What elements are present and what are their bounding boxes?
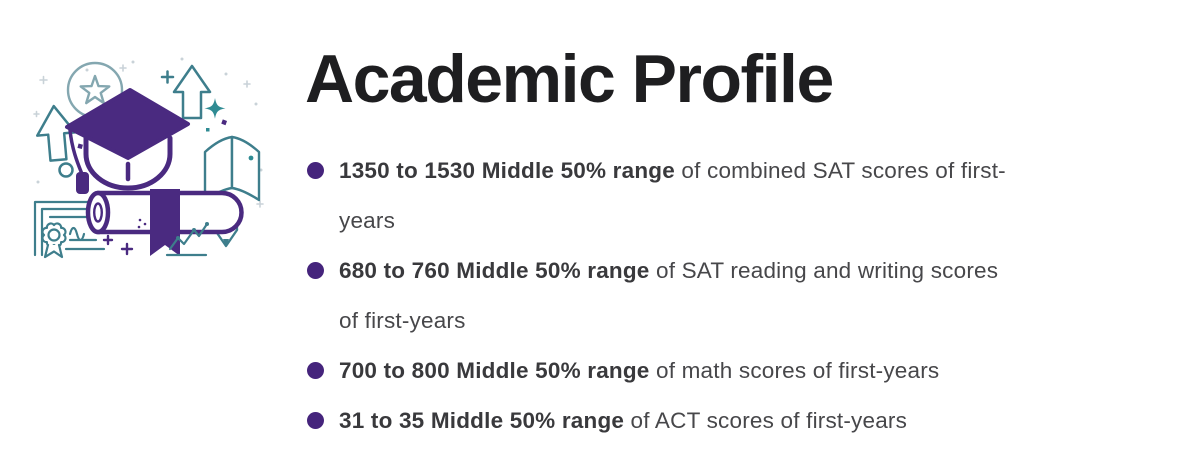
tassel-icon (68, 128, 89, 194)
certificate-icon (33, 200, 106, 259)
ribbon-icon (150, 189, 180, 256)
bullet-dot-icon (307, 162, 324, 180)
score-range: 680 to 760 Middle 50% range (339, 258, 650, 284)
score-description: of ACT scores of first-years (624, 408, 908, 434)
purple-dot-decoration (77, 143, 83, 150)
list-item-sat-combined: 1350 to 1530 Middle 50% range of combine… (305, 146, 1020, 246)
score-range: 700 to 800 Middle 50% range (339, 358, 650, 384)
plus-decoration (102, 234, 134, 256)
line-chart-icon (165, 222, 209, 257)
academic-profile-list: 1350 to 1530 Middle 50% range of combine… (305, 146, 1020, 446)
teal-dot-decoration (248, 155, 254, 161)
list-item-sat-reading-writing: 680 to 760 Middle 50% range of SAT readi… (305, 246, 1020, 346)
sparkle-icon (204, 98, 226, 119)
score-description: of math scores of first-years (649, 358, 940, 384)
page-title: Academic Profile (305, 41, 834, 117)
bullet-dot-icon (307, 362, 324, 380)
speckles-decoration (33, 57, 264, 208)
bullet-dot-icon (307, 412, 324, 430)
teal-dot-decoration (206, 128, 210, 132)
purple-dot-decoration (221, 119, 228, 126)
score-range: 31 to 35 Middle 50% range (339, 408, 625, 434)
graduation-cap-icon (65, 88, 190, 191)
score-range: 1350 to 1530 Middle 50% range (339, 158, 675, 184)
bullet-dot-icon (307, 262, 324, 280)
up-arrow-left-icon (35, 104, 77, 178)
score-description: of combined SAT scores of first-years (339, 158, 1006, 234)
purple-speckles (137, 218, 147, 229)
open-book-icon (203, 135, 261, 202)
list-item-act: 31 to 35 Middle 50% range of ACT scores … (305, 396, 1020, 446)
score-description: of SAT reading and writing scores of fir… (339, 258, 999, 334)
academic-profile-content: Academic Profile 1350 to 1530 Middle 50%… (305, 41, 1085, 446)
list-item-sat-math: 700 to 800 Middle 50% range of math scor… (305, 346, 1020, 396)
graduation-cap-illustration (30, 50, 268, 260)
up-arrow-right-icon (160, 64, 212, 120)
